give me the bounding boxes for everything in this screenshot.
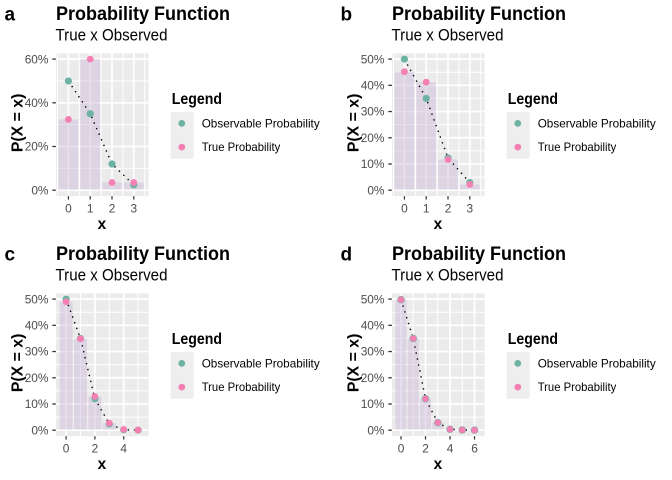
svg-text:Probability Function: Probability Function <box>392 244 566 265</box>
svg-text:30%: 30% <box>25 345 49 359</box>
svg-text:P(X = x): P(X = x) <box>10 94 27 153</box>
svg-text:0%: 0% <box>31 183 49 197</box>
svg-text:x: x <box>434 216 443 233</box>
svg-text:b: b <box>341 5 353 26</box>
svg-text:True Probability: True Probability <box>538 140 617 154</box>
svg-text:0: 0 <box>398 441 405 455</box>
svg-text:0%: 0% <box>367 183 385 197</box>
svg-text:0: 0 <box>63 441 70 455</box>
svg-text:d: d <box>341 245 353 266</box>
svg-text:30%: 30% <box>361 105 385 119</box>
svg-text:2: 2 <box>92 441 99 455</box>
svg-text:Legend: Legend <box>172 91 222 108</box>
svg-text:1: 1 <box>423 201 430 215</box>
svg-text:50%: 50% <box>25 292 49 306</box>
svg-text:20%: 20% <box>361 131 385 145</box>
svg-text:a: a <box>5 5 16 26</box>
svg-text:20%: 20% <box>25 371 49 385</box>
svg-text:50%: 50% <box>361 292 385 306</box>
svg-text:x: x <box>98 216 107 233</box>
svg-text:True Probability: True Probability <box>538 380 617 394</box>
svg-text:True x Observed: True x Observed <box>392 27 504 45</box>
svg-text:6: 6 <box>471 441 478 455</box>
svg-text:Observable Probability: Observable Probability <box>538 116 656 130</box>
svg-text:10%: 10% <box>361 397 385 411</box>
svg-text:2: 2 <box>422 441 429 455</box>
svg-text:3: 3 <box>130 201 137 215</box>
svg-text:60%: 60% <box>25 52 49 66</box>
svg-text:40%: 40% <box>361 319 385 333</box>
svg-text:P(X = x): P(X = x) <box>10 334 27 393</box>
svg-text:1: 1 <box>87 201 94 215</box>
svg-text:40%: 40% <box>25 96 49 110</box>
svg-text:True x Observed: True x Observed <box>56 27 168 45</box>
svg-text:True x Observed: True x Observed <box>392 267 504 285</box>
svg-text:3: 3 <box>466 201 473 215</box>
svg-text:Probability Function: Probability Function <box>56 4 230 25</box>
svg-text:2: 2 <box>445 201 452 215</box>
svg-text:50%: 50% <box>361 52 385 66</box>
svg-text:4: 4 <box>447 441 454 455</box>
svg-text:True x Observed: True x Observed <box>56 267 168 285</box>
svg-text:40%: 40% <box>25 319 49 333</box>
svg-text:Legend: Legend <box>508 331 558 348</box>
svg-text:0: 0 <box>65 201 72 215</box>
svg-text:20%: 20% <box>361 371 385 385</box>
svg-text:x: x <box>98 456 107 473</box>
svg-text:Legend: Legend <box>508 91 558 108</box>
svg-text:P(X = x): P(X = x) <box>346 334 363 393</box>
svg-text:Legend: Legend <box>172 331 222 348</box>
svg-text:c: c <box>5 245 16 266</box>
svg-text:Observable Probability: Observable Probability <box>538 356 656 370</box>
svg-text:0%: 0% <box>367 423 385 437</box>
svg-text:20%: 20% <box>25 140 49 154</box>
svg-text:Observable Probability: Observable Probability <box>202 356 320 370</box>
svg-text:0: 0 <box>401 201 408 215</box>
svg-text:2: 2 <box>109 201 116 215</box>
svg-text:True Probability: True Probability <box>202 140 281 154</box>
svg-text:x: x <box>434 456 443 473</box>
svg-text:10%: 10% <box>25 397 49 411</box>
svg-text:10%: 10% <box>361 157 385 171</box>
svg-text:Probability Function: Probability Function <box>56 244 230 265</box>
svg-text:40%: 40% <box>361 79 385 93</box>
svg-text:P(X = x): P(X = x) <box>346 94 363 153</box>
svg-text:Probability Function: Probability Function <box>392 4 566 25</box>
svg-text:4: 4 <box>120 441 127 455</box>
svg-text:0%: 0% <box>31 423 49 437</box>
svg-text:Observable Probability: Observable Probability <box>202 116 320 130</box>
svg-text:True Probability: True Probability <box>202 380 281 394</box>
svg-text:30%: 30% <box>361 345 385 359</box>
